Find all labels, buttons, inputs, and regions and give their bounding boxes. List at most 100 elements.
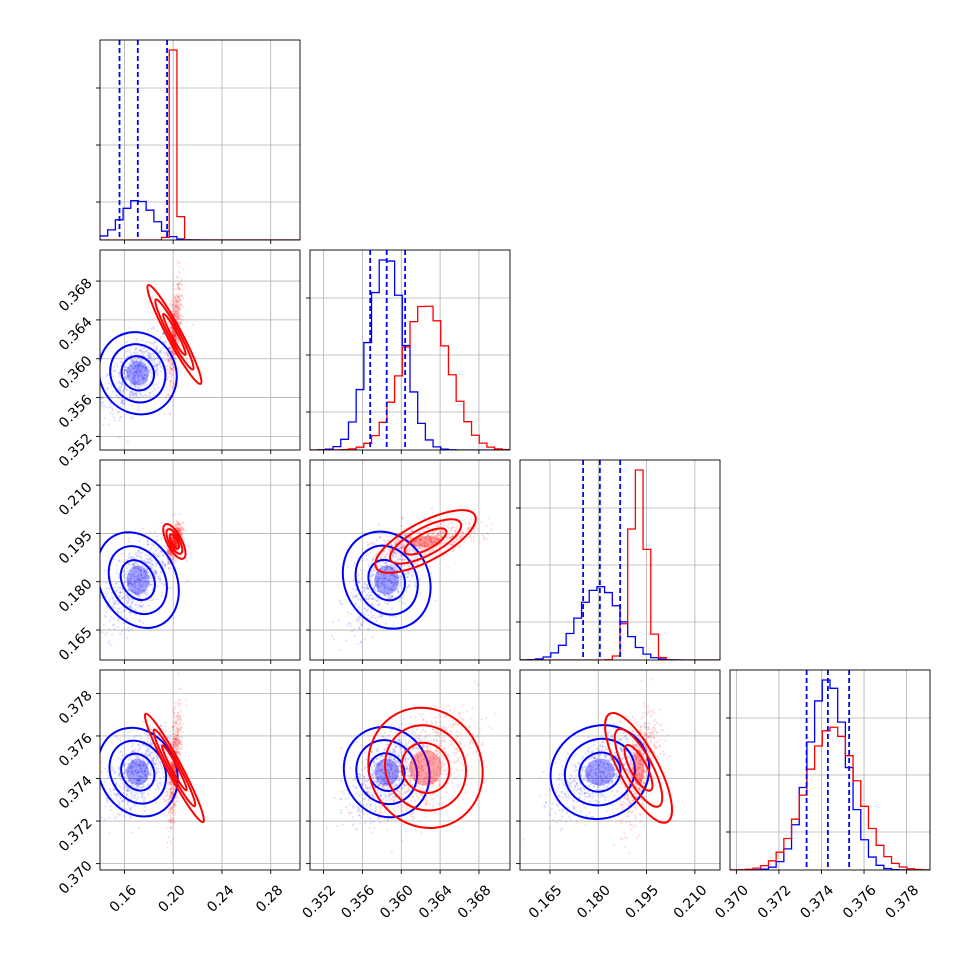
scatter-point: [177, 738, 180, 741]
scatter-point: [380, 615, 383, 618]
scatter-point: [169, 372, 172, 375]
scatter-point: [140, 359, 143, 362]
scatter-point: [383, 556, 386, 559]
scatter-point: [365, 584, 369, 587]
scatter-point: [120, 796, 123, 799]
scatter-point: [159, 350, 162, 353]
scatter-point: [130, 768, 133, 771]
scatter-point: [117, 794, 121, 798]
scatter-point: [169, 381, 172, 385]
scatter-point: [389, 574, 393, 577]
scatter-point: [158, 577, 162, 581]
scatter-point: [390, 564, 393, 567]
scatter-point: [147, 542, 150, 545]
scatter-point: [137, 606, 140, 609]
scatter-point: [331, 620, 335, 623]
scatter-point: [139, 774, 142, 778]
scatter-point: [132, 762, 136, 765]
scatter-point: [423, 545, 426, 549]
scatter-point: [362, 586, 366, 589]
scatter-point: [174, 296, 177, 300]
scatter-point: [155, 349, 158, 352]
scatter-point: [369, 611, 373, 614]
scatter-point: [137, 764, 141, 768]
scatter-point: [388, 586, 391, 589]
scatter-point: [127, 737, 130, 740]
scatter-point: [147, 554, 151, 557]
scatter-point: [128, 768, 131, 771]
scatter-point: [130, 382, 133, 386]
scatter-point: [119, 415, 123, 418]
scatter-point: [449, 536, 452, 539]
scatter-point: [132, 562, 135, 565]
scatter-point: [372, 597, 376, 600]
scatter-point: [150, 756, 153, 759]
scatter-point: [135, 777, 138, 781]
scatter-point: [386, 591, 389, 594]
scatter-point: [354, 602, 357, 606]
grid: [520, 460, 720, 660]
scatter-point: [365, 587, 368, 590]
scatter-point: [132, 794, 136, 797]
scatter-point: [126, 762, 129, 766]
scatter-point: [113, 419, 116, 422]
scatter-point: [453, 548, 456, 551]
scatter-point: [469, 517, 472, 521]
scatter-point: [377, 536, 381, 540]
scatter-point: [439, 533, 442, 536]
scatter-point: [123, 351, 126, 354]
scatter-point: [127, 776, 130, 779]
scatter-point: [150, 342, 153, 345]
scatter-point: [140, 373, 143, 376]
scatter-point: [393, 584, 396, 587]
scatter-point: [142, 582, 145, 585]
scatter-point: [125, 349, 128, 353]
scatter-point: [118, 416, 122, 419]
scatter-point: [121, 597, 124, 600]
scatter-point: [128, 552, 131, 556]
scatter-point: [184, 529, 187, 533]
scatter-point: [383, 593, 386, 597]
scatter-point: [132, 373, 135, 376]
scatter-point: [124, 366, 127, 369]
scatter-point: [377, 585, 380, 588]
scatter-point: [132, 773, 135, 776]
scatter-point: [134, 370, 137, 373]
scatter-point: [400, 558, 404, 561]
scatter-point: [431, 549, 435, 552]
scatter-point: [139, 574, 143, 577]
scatter-point: [368, 543, 371, 546]
scatter-point: [178, 529, 181, 532]
scatter-point: [105, 592, 109, 595]
scatter-point: [173, 313, 176, 316]
scatter-point: [164, 353, 167, 357]
scatter-point: [158, 362, 162, 365]
scatter-point: [170, 764, 173, 767]
scatter-point: [424, 541, 428, 545]
scatter-point: [176, 316, 179, 319]
scatter-point: [132, 563, 135, 566]
scatter-point: [411, 549, 415, 552]
scatter-point: [173, 312, 176, 315]
scatter-point: [141, 377, 144, 381]
scatter-point: [166, 550, 169, 553]
scatter-point: [178, 522, 182, 525]
scatter-point: [122, 574, 125, 578]
scatter-point: [144, 773, 147, 776]
scatter-point: [124, 374, 128, 377]
scatter-point: [453, 541, 456, 544]
scatter-point: [141, 780, 144, 784]
scatter-point: [389, 594, 392, 597]
scatter-point: [136, 372, 139, 375]
scatter-point: [377, 584, 380, 588]
scatter-point: [420, 539, 423, 542]
scatter-point: [145, 745, 148, 748]
scatter-point: [152, 551, 155, 555]
scatter-point: [381, 581, 384, 584]
scatter-point: [145, 383, 149, 386]
scatter-point: [386, 567, 389, 570]
scatter-point: [174, 803, 177, 806]
scatter-point: [122, 390, 125, 393]
scatter-point: [434, 534, 437, 538]
scatter-point: [182, 722, 185, 725]
